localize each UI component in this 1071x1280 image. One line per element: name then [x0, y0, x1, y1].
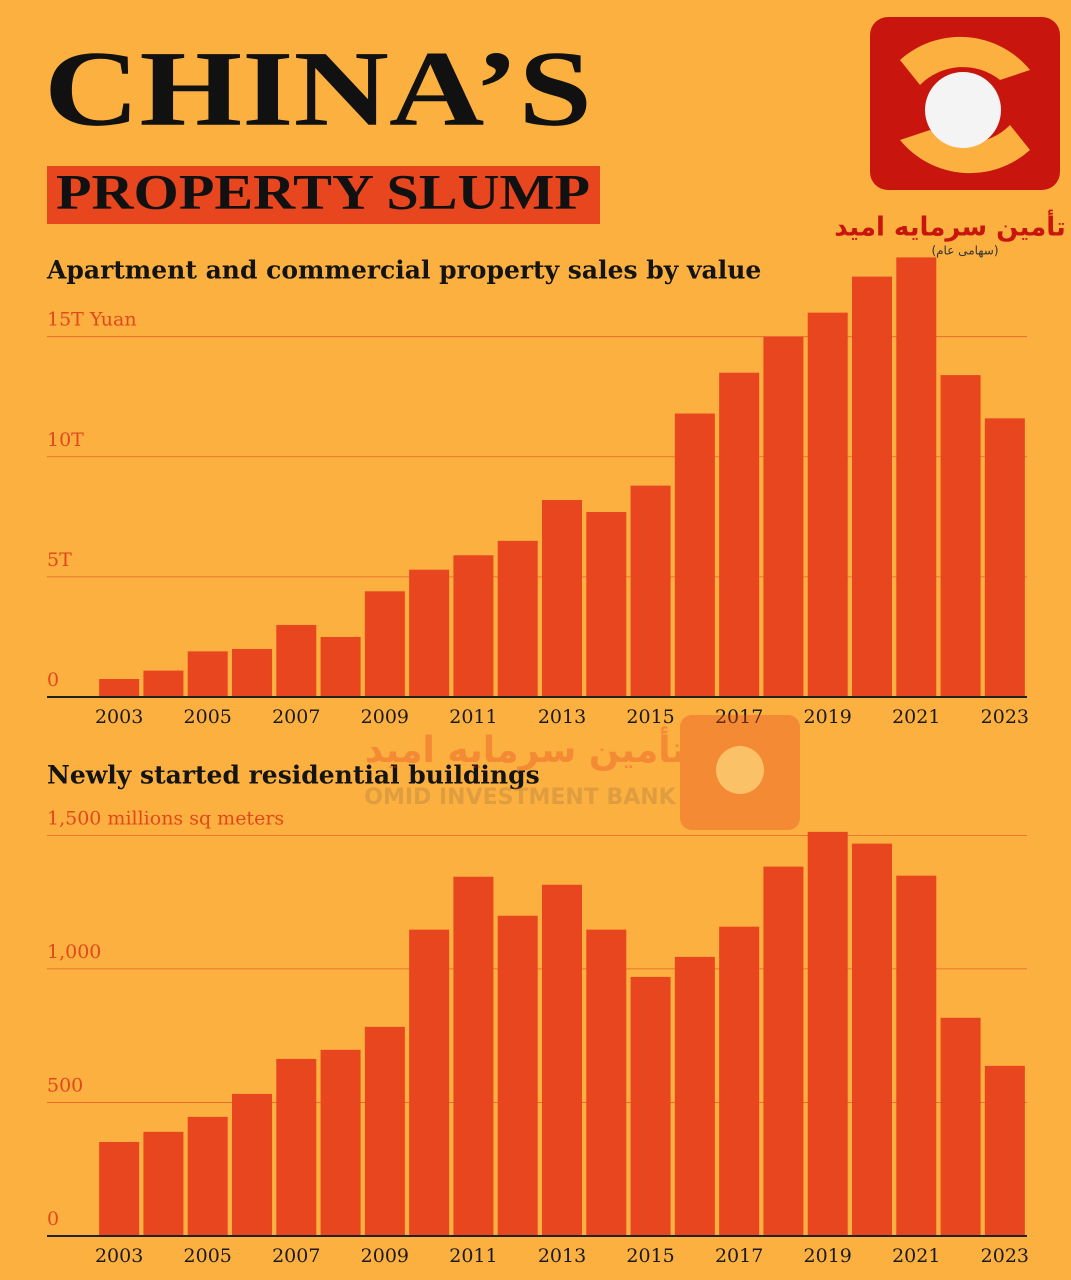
chart: Newly started residential buildings 0 500 1…	[47, 761, 1029, 1267]
x-tick-label: 2017	[715, 1245, 763, 1267]
x-tick-label: 2015	[626, 1245, 674, 1267]
bar	[630, 485, 671, 697]
bar	[807, 831, 848, 1236]
chart-title: Newly started residential buildings	[47, 761, 540, 790]
bar	[542, 884, 582, 1236]
x-tick-label: 2019	[804, 1245, 852, 1267]
bar	[409, 929, 450, 1236]
y-tick-label: 500	[47, 1074, 83, 1096]
logo-circle	[925, 72, 1001, 148]
page-subtitle: PROPERTY SLUMP	[56, 163, 590, 219]
bar	[719, 926, 760, 1236]
x-tick-label: 2021	[892, 706, 940, 728]
watermark-box	[680, 715, 800, 830]
bar	[586, 929, 627, 1236]
bar	[453, 876, 494, 1236]
x-tick-label: 2007	[272, 1245, 320, 1267]
page-title: CHINA’S	[44, 30, 592, 149]
bar	[99, 678, 140, 697]
bar	[719, 372, 760, 697]
logo: تأمین سرمایه امید (سهامی عام)	[834, 17, 1066, 258]
y-tick-label: 15T Yuan	[47, 309, 137, 331]
bar	[984, 1065, 1025, 1236]
bar	[187, 651, 228, 697]
bar	[276, 1058, 317, 1236]
y-tick-label: 10T	[47, 429, 84, 451]
x-tick-label: 2019	[804, 706, 852, 728]
bar	[630, 976, 671, 1236]
bar	[586, 512, 627, 697]
bar	[187, 1116, 228, 1236]
bar	[896, 257, 937, 697]
bar	[940, 1017, 981, 1236]
x-tick-label: 2015	[626, 706, 674, 728]
bar	[674, 413, 715, 697]
x-tick-label: 2005	[184, 1245, 232, 1267]
x-tick-label: 2003	[95, 1245, 143, 1267]
y-tick-label: 1,000	[47, 941, 101, 963]
bar	[852, 843, 892, 1236]
watermark-english: OMID INVESTMENT BANK	[364, 785, 676, 810]
bar	[896, 875, 937, 1236]
bar	[852, 276, 892, 697]
x-tick-label: 2011	[449, 706, 497, 728]
x-tick-label: 2021	[892, 1245, 940, 1267]
x-tick-label: 2007	[272, 706, 320, 728]
bar	[497, 540, 538, 697]
x-tick-label: 2009	[361, 1245, 409, 1267]
x-tick-label: 2005	[184, 706, 232, 728]
x-tick-label: 2023	[981, 706, 1029, 728]
bar	[940, 375, 981, 697]
subtitle-band	[47, 166, 600, 224]
x-tick-label: 2003	[95, 706, 143, 728]
logo-note: (سهامی عام)	[931, 244, 998, 258]
logo-name: تأمین سرمایه امید	[834, 210, 1066, 243]
chart: Apartment and commercial property sales …	[46, 256, 1029, 729]
bar	[763, 336, 804, 697]
y-tick-label: 0	[47, 669, 59, 691]
bar	[364, 591, 405, 697]
bar	[143, 1131, 184, 1236]
x-tick-label: 2023	[981, 1245, 1029, 1267]
logo-swoosh	[900, 36, 1030, 85]
bar	[674, 956, 715, 1236]
x-tick-label: 2013	[538, 706, 586, 728]
bar	[763, 866, 804, 1236]
x-tick-label: 2017	[715, 706, 763, 728]
x-tick-label: 2013	[538, 1245, 586, 1267]
bar	[984, 418, 1025, 697]
watermark-name: تأمین سرمایه امید	[365, 726, 686, 771]
bar	[364, 1026, 405, 1236]
bar	[542, 500, 582, 697]
watermark-circle	[716, 746, 764, 794]
watermark: تأمین سرمایه امید OMID INVESTMENT BANK	[364, 715, 800, 830]
y-tick-label: 1,500 millions sq meters	[47, 807, 284, 829]
bar	[232, 648, 272, 697]
bar	[409, 569, 450, 697]
bar	[99, 1141, 140, 1236]
y-tick-label: 0	[47, 1208, 59, 1230]
bar	[497, 915, 538, 1236]
x-tick-label: 2011	[449, 1245, 497, 1267]
bar	[320, 636, 361, 697]
x-tick-label: 2009	[361, 706, 409, 728]
bar	[807, 312, 848, 697]
y-tick-label: 5T	[47, 549, 72, 571]
bar	[276, 624, 317, 697]
bar	[232, 1093, 272, 1236]
bar	[143, 670, 184, 697]
chart-title: Apartment and commercial property sales …	[46, 256, 761, 285]
bar	[453, 555, 494, 697]
logo-swoosh	[900, 125, 1030, 174]
bar	[320, 1049, 361, 1236]
